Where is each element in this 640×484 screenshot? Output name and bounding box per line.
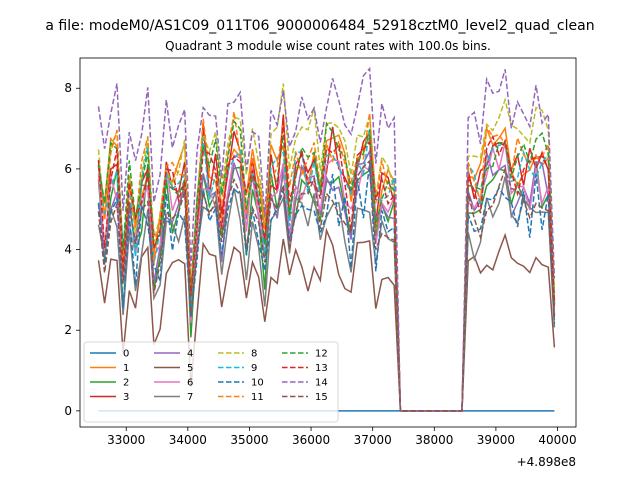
x-tick-label: 40000 (538, 433, 576, 447)
series-line-12 (97, 119, 556, 412)
y-tick-label: 0 (64, 404, 72, 418)
legend-label-9: 9 (251, 363, 257, 374)
legend-label-0: 0 (123, 349, 129, 360)
series-line-15 (97, 159, 556, 412)
legend-label-6: 6 (187, 378, 193, 389)
y-tick-label: 6 (64, 162, 72, 176)
axes-frame (79, 57, 577, 428)
x-axis-offset-label: +4.898e8 (517, 455, 576, 469)
legend-label-4: 4 (187, 349, 193, 360)
legend-label-15: 15 (315, 392, 328, 403)
chart-title: Quadrant 3 module wise count rates with … (165, 39, 491, 53)
x-tick-label: 38000 (415, 433, 453, 447)
legend-label-7: 7 (187, 392, 193, 403)
series-line-3 (97, 114, 556, 412)
figure-suptitle: a file: modeM0/AS1C09_011T06_9000006484_… (45, 18, 594, 34)
plot-area (97, 66, 556, 412)
x-tick-label: 33000 (107, 433, 145, 447)
legend-label-5: 5 (187, 363, 193, 374)
x-tick-label: 37000 (354, 433, 392, 447)
series-line-14 (97, 66, 556, 412)
y-tick-label: 2 (64, 323, 72, 337)
x-tick-label: 39000 (477, 433, 515, 447)
legend-label-2: 2 (123, 378, 129, 389)
series-line-6 (97, 142, 556, 412)
series-line-13 (97, 121, 556, 412)
x-tick-label: 34000 (169, 433, 207, 447)
y-tick-label: 8 (64, 81, 72, 95)
series-line-11 (97, 111, 556, 412)
x-tick-label: 35000 (230, 433, 268, 447)
series-line-1 (97, 125, 556, 412)
legend-label-3: 3 (123, 392, 129, 403)
legend-label-14: 14 (315, 378, 328, 389)
x-tick-label: 36000 (292, 433, 330, 447)
legend-label-13: 13 (315, 363, 328, 374)
axes: 33000 34000 35000 36000 37000 38000 39000 40000… (64, 57, 577, 447)
legend-label-12: 12 (315, 349, 328, 360)
legend-box (83, 341, 339, 423)
legend-label-10: 10 (251, 378, 264, 389)
series-line-10 (97, 163, 556, 412)
legend-label-11: 11 (251, 392, 264, 403)
legend-label-8: 8 (251, 349, 257, 360)
y-tick-label: 4 (64, 243, 72, 257)
legend-label-1: 1 (123, 363, 129, 374)
series-line-5 (97, 227, 556, 412)
